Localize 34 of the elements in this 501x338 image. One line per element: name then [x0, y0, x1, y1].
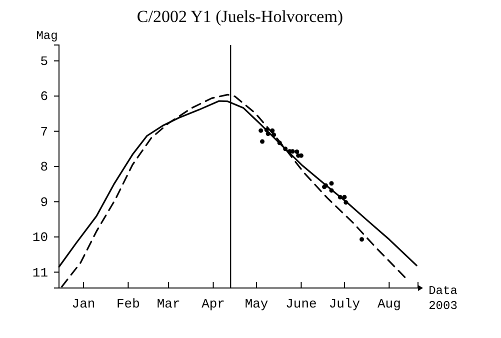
x-tick-label: Feb [116, 296, 140, 312]
point [329, 181, 334, 186]
x-tick-label: July [328, 296, 360, 312]
point [266, 131, 270, 136]
y-tick-label: 8 [40, 160, 48, 175]
x-tick-label: Mar [156, 296, 180, 312]
x-tick-label: June [286, 296, 317, 312]
y-tick-label: 9 [40, 194, 48, 210]
point [260, 139, 265, 144]
point [360, 237, 364, 242]
y-tick-label: 6 [40, 89, 48, 104]
point [344, 200, 348, 205]
y-axis-title: Mag [36, 29, 58, 43]
point [342, 194, 347, 200]
y-tick-label: 11 [32, 265, 48, 280]
x-tick-label: Aug [377, 296, 401, 312]
x-tick-label: Apr [202, 296, 225, 312]
point [272, 132, 276, 138]
point [283, 146, 288, 152]
y-tick-label: 5 [40, 54, 48, 70]
x-axis-title: Data [428, 284, 458, 298]
x-tick-label: May [244, 296, 268, 312]
y-tick-label: 10 [32, 230, 48, 246]
point [338, 194, 342, 200]
point [258, 128, 264, 133]
point [264, 128, 269, 132]
point [270, 128, 275, 133]
y-tick-label: 7 [40, 124, 48, 140]
chart-title: C/2002 Y1 (Juels-Holvorcem) [136, 7, 344, 26]
point [329, 188, 334, 193]
point [294, 149, 300, 154]
text: 2003 [428, 299, 458, 313]
point [277, 140, 282, 146]
x-tick-label: Jan [72, 296, 96, 312]
